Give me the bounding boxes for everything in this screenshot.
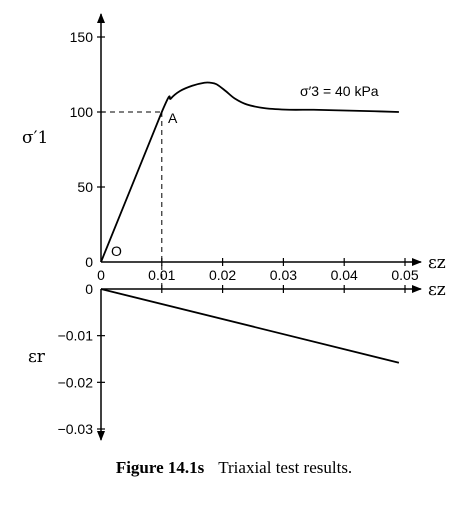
radial-strain-chart: 0 −0.01 −0.02 −0.03 εr εz xyxy=(28,280,446,441)
upper-y-tick-label: 0 xyxy=(85,254,93,270)
upper-x-tick-label: 0.03 xyxy=(270,267,297,283)
point-a-label: A xyxy=(168,110,178,126)
lower-y-ticks: 0 −0.01 −0.02 −0.03 xyxy=(58,281,105,437)
lower-y-tick-label: −0.02 xyxy=(58,374,94,390)
upper-x-ticks: 0 0.01 0.02 0.03 0.04 0.05 xyxy=(97,258,419,283)
lower-y-tick-label: −0.03 xyxy=(58,421,94,437)
origin-label: O xyxy=(111,243,122,259)
stress-strain-curve xyxy=(100,81,399,263)
figure-caption: Figure 14.1s Triaxial test results. xyxy=(0,458,468,478)
upper-x-tick-label: 0.02 xyxy=(209,267,236,283)
upper-y-tick-label: 150 xyxy=(70,29,94,45)
confining-pressure-annotation: σ′3 = 40 kPa xyxy=(300,83,379,99)
lower-y-tick-label: −0.01 xyxy=(58,328,94,344)
upper-y-tick-label: 100 xyxy=(70,104,94,120)
upper-y-tick-label: 50 xyxy=(77,179,93,195)
lower-y-tick-label: 0 xyxy=(85,281,93,297)
lower-x-ticks xyxy=(161,285,406,293)
upper-y-axis-label: σ′1 xyxy=(22,128,48,148)
upper-x-tick-label: 0 xyxy=(97,267,105,283)
caption-number: Figure 14.1s xyxy=(115,458,205,477)
radial-strain-line xyxy=(100,288,400,364)
lower-y-axis-label: εr xyxy=(28,347,46,367)
upper-x-tick-label: 0.05 xyxy=(391,267,418,283)
caption-text: Triaxial test results. xyxy=(218,458,353,477)
lower-x-axis-label: εz xyxy=(428,280,446,300)
upper-x-axis-label: εz xyxy=(428,253,446,273)
upper-y-ticks: 0 50 100 150 xyxy=(70,29,105,270)
upper-x-tick-label: 0.04 xyxy=(331,267,358,283)
